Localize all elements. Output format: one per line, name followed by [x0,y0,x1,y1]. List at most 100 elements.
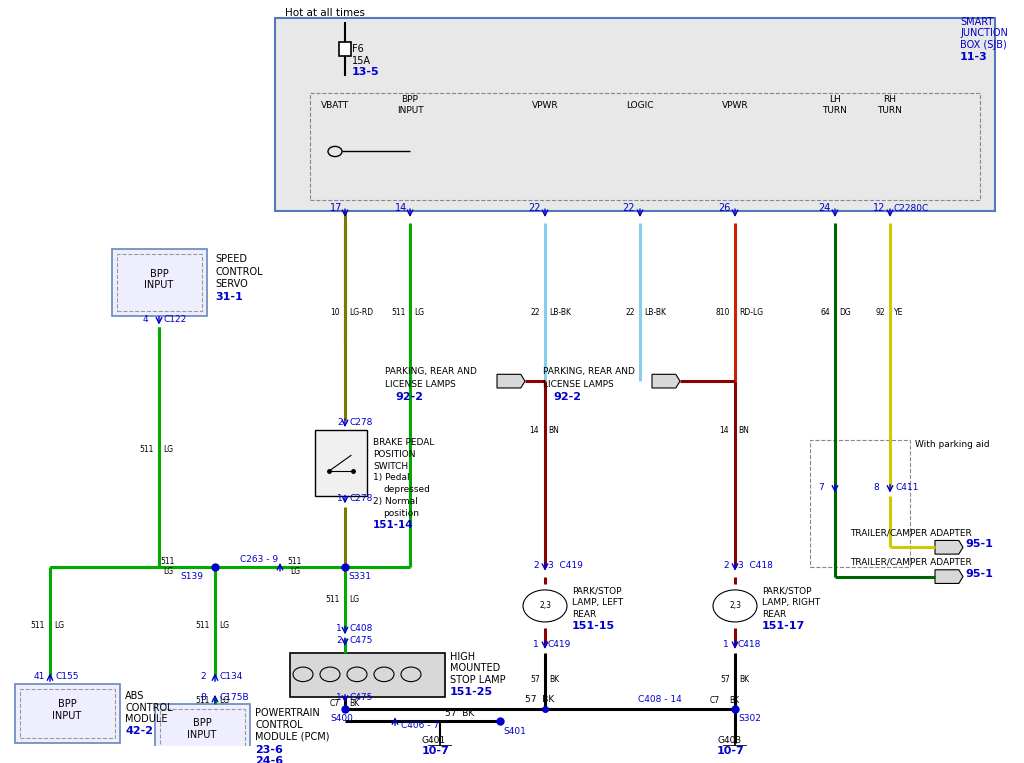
Text: 22: 22 [528,203,541,213]
Text: C406 - 7: C406 - 7 [401,721,439,729]
Text: PARK/STOP: PARK/STOP [762,587,811,596]
Text: 12: 12 [873,203,886,213]
Text: 511: 511 [139,445,154,454]
Text: 151-25: 151-25 [450,687,494,697]
Text: 41: 41 [34,671,45,681]
Text: With parking aid: With parking aid [915,440,989,449]
Bar [315,430,367,497]
Text: BOX (SJB): BOX (SJB) [961,40,1007,50]
Text: 23-6: 23-6 [255,745,283,755]
Text: BK: BK [729,696,739,705]
Text: C475: C475 [349,636,373,645]
Text: TURN: TURN [878,106,902,115]
Text: 151-14: 151-14 [373,520,414,530]
Text: C175B: C175B [220,694,250,702]
Text: LAMP, LEFT: LAMP, LEFT [572,598,624,607]
Text: G403: G403 [717,736,741,745]
Text: LAMP, RIGHT: LAMP, RIGHT [762,598,820,607]
Text: C7: C7 [710,696,720,705]
Bar [810,439,910,567]
Text: BN: BN [548,426,559,434]
Text: POSITION: POSITION [373,450,416,459]
Text: C411: C411 [895,483,919,492]
Polygon shape [652,375,680,388]
Text: 1: 1 [336,694,342,702]
Text: INPUT: INPUT [144,280,174,291]
Text: 1: 1 [336,624,342,633]
Bar [155,703,250,763]
Text: PARKING, REAR AND: PARKING, REAR AND [385,367,477,376]
Text: INPUT: INPUT [187,730,217,740]
Text: 24: 24 [818,203,830,213]
Text: VPWR: VPWR [722,101,749,110]
Text: 10-7: 10-7 [717,745,744,755]
Text: 31-1: 31-1 [215,292,243,302]
Text: INPUT: INPUT [52,711,82,721]
Text: 57  BK: 57 BK [445,709,475,718]
Text: 511: 511 [31,621,45,630]
Text: 1: 1 [723,639,729,649]
Text: 7: 7 [818,483,823,492]
Bar [117,254,202,311]
Text: 2: 2 [200,671,206,681]
Text: 14: 14 [529,426,539,434]
Text: C2280C: C2280C [893,204,928,213]
Text: LH: LH [829,95,841,105]
Text: CONTROL: CONTROL [255,720,303,730]
Text: RH: RH [884,95,896,105]
Text: 13-5: 13-5 [352,67,380,77]
Text: C263 - 9: C263 - 9 [240,555,279,564]
Text: LICENSE LAMPS: LICENSE LAMPS [385,379,456,388]
Text: 14: 14 [720,426,729,434]
Text: 1: 1 [337,494,343,503]
Bar [15,684,120,742]
Text: 511: 511 [161,558,175,566]
Text: MODULE: MODULE [125,714,168,724]
Text: STOP LAMP: STOP LAMP [450,675,506,685]
Text: REAR: REAR [572,610,596,620]
Text: S302: S302 [738,714,761,723]
Text: MOUNTED: MOUNTED [450,664,501,674]
Text: LG: LG [163,567,173,576]
Text: 2: 2 [337,417,343,427]
Text: 57  BK: 57 BK [525,695,555,704]
Text: LB-BK: LB-BK [644,308,666,317]
Text: JUNCTION: JUNCTION [961,28,1008,38]
Text: INPUT: INPUT [396,106,423,115]
Text: CONTROL: CONTROL [125,703,173,713]
Text: 64: 64 [820,308,830,317]
Text: SERVO: SERVO [215,279,248,289]
Text: 3  C419: 3 C419 [548,562,583,571]
Text: 14: 14 [395,203,408,213]
Text: C278: C278 [350,417,374,427]
Text: 2,3: 2,3 [729,601,741,610]
Bar [20,689,115,738]
Text: BPP: BPP [57,699,77,709]
Text: 8: 8 [200,694,206,702]
Text: 26: 26 [718,203,730,213]
Text: C122: C122 [163,315,186,324]
Text: TURN: TURN [822,106,848,115]
Polygon shape [935,570,963,584]
Text: C408: C408 [349,624,373,633]
Text: BK: BK [349,699,359,708]
Text: TRAILER/CAMPER ADAPTER: TRAILER/CAMPER ADAPTER [850,528,972,537]
Bar [160,709,245,763]
Text: 2: 2 [336,636,342,645]
Text: 2: 2 [534,562,539,571]
Text: 2) Normal: 2) Normal [373,497,418,506]
Text: C408 - 14: C408 - 14 [638,695,682,704]
Text: C155: C155 [55,671,79,681]
Text: PARK/STOP: PARK/STOP [572,587,622,596]
Text: 511: 511 [391,308,406,317]
Text: 22: 22 [626,308,635,317]
Text: LG: LG [219,696,229,705]
Text: 810: 810 [716,308,730,317]
Text: 4: 4 [143,315,148,324]
Text: HIGH: HIGH [450,652,475,662]
Text: BPP: BPP [150,269,168,278]
Text: BK: BK [549,674,559,684]
Text: LG: LG [54,621,65,630]
Text: LG: LG [163,445,173,454]
Text: 92-2: 92-2 [395,391,423,402]
